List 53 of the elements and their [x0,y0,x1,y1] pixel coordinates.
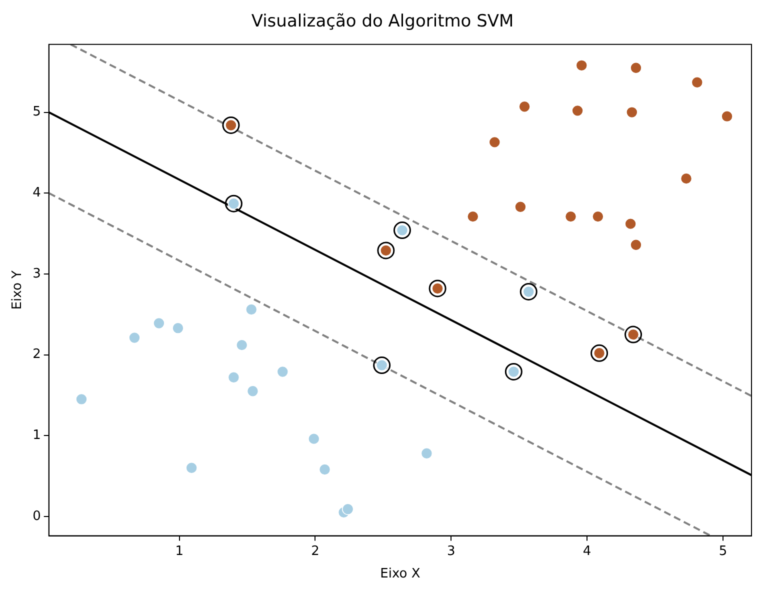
point [246,385,259,398]
point [680,172,692,184]
point [377,242,395,260]
point [564,210,577,222]
point [276,366,289,378]
point [520,282,538,300]
point [504,362,522,380]
x-tick-label: 5 [718,544,728,559]
point [153,317,165,330]
point [624,218,636,230]
point [128,332,140,344]
y-tick-label: 2 [32,347,41,362]
chart-title: Visualização do Algoritmo SVM [251,12,514,32]
point [514,200,526,213]
point [518,100,530,113]
point [308,432,320,445]
point [318,464,331,476]
point [342,503,354,516]
point [172,322,184,334]
point [224,194,242,212]
x-tick-label: 2 [311,544,320,559]
point [572,104,584,117]
y-axis-title: Eixo Y [10,270,26,310]
point [186,462,198,474]
point [373,356,391,374]
y-tick-label: 1 [32,428,41,443]
point [428,280,446,298]
point [630,238,642,251]
x-axis-title: Eixo X [380,566,420,582]
point [590,344,608,362]
point [691,76,704,88]
x-tick-label: 4 [582,544,592,559]
point [721,110,733,122]
point [236,339,248,351]
y-tick-label: 5 [32,104,41,120]
y-tick-label: 4 [32,185,41,200]
point [245,304,258,316]
point [592,210,604,222]
y-tick-label: 3 [32,266,41,282]
point [576,60,588,72]
point [420,447,433,460]
point [626,106,638,118]
point [393,222,411,240]
y-tick-label: 0 [32,508,41,524]
point [630,62,642,74]
x-tick-label: 1 [175,544,184,559]
x-tick-label: 3 [447,544,456,559]
point [624,326,642,344]
point [222,116,240,134]
point [76,393,88,406]
point [488,136,501,148]
point [466,210,479,222]
point [228,371,240,384]
